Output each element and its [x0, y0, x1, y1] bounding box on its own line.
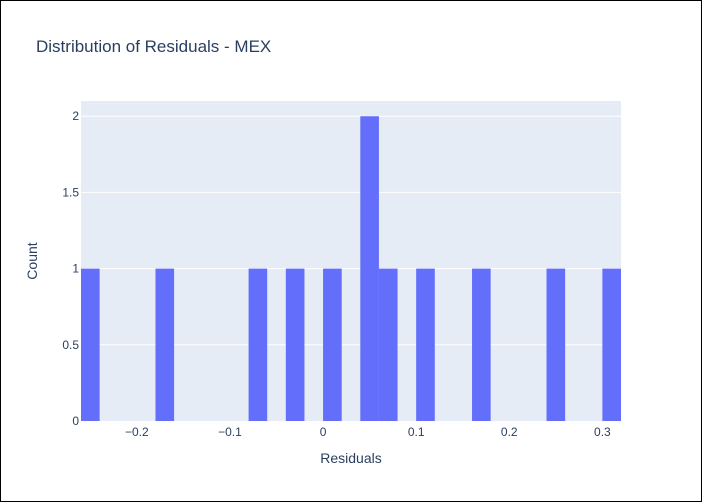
y-tick-label: 1.5: [62, 185, 79, 199]
histogram-bar: [360, 116, 379, 421]
x-tick-label: 0.3: [594, 425, 611, 439]
y-tick-label: 0: [72, 414, 79, 428]
histogram-bar: [248, 268, 268, 421]
histogram-bar: [472, 268, 491, 421]
histogram-bar: [416, 268, 435, 421]
x-tick-label: 0.1: [408, 425, 425, 439]
x-axis-ticks: −0.2 −0.1 0 0.1 0.2 0.3: [125, 425, 611, 439]
y-tick-label: 2: [72, 109, 79, 123]
y-tick-label: 1: [72, 262, 79, 276]
histogram-bar: [378, 268, 398, 421]
x-tick-label: −0.2: [125, 425, 149, 439]
y-axis-ticks: 0 0.5 1 1.5 2: [62, 109, 79, 428]
x-axis-title: Residuals: [320, 450, 381, 466]
y-tick-label: 0.5: [62, 338, 79, 352]
bars: [81, 116, 621, 421]
histogram-bar: [155, 268, 175, 421]
x-tick-label: −0.1: [218, 425, 242, 439]
chart-title: Distribution of Residuals - MEX: [36, 37, 271, 56]
x-tick-label: 0.2: [501, 425, 518, 439]
histogram-bar: [285, 268, 305, 421]
histogram-bar: [546, 268, 566, 421]
histogram-bar: [602, 268, 621, 421]
x-tick-label: 0: [320, 425, 327, 439]
y-axis-title: Count: [24, 242, 40, 279]
histogram-bar: [323, 268, 342, 421]
histogram-bar: [81, 268, 100, 421]
